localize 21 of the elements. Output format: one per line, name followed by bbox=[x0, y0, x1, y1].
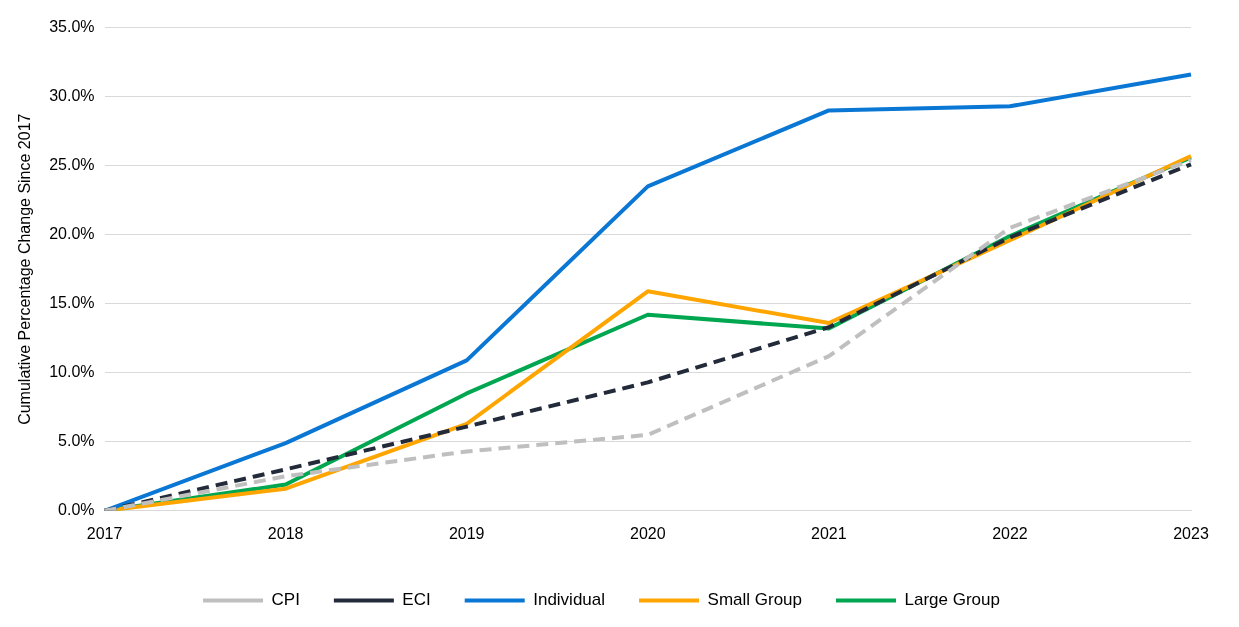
legend-label: Small Group bbox=[707, 590, 803, 610]
legend-label: Individual bbox=[533, 590, 606, 610]
legend-label: ECI bbox=[402, 590, 431, 610]
y-tick-label: 25.0% bbox=[49, 156, 95, 174]
x-tick-label: 2018 bbox=[267, 524, 304, 542]
y-tick-label: 35.0% bbox=[49, 18, 95, 36]
x-tick-label: 2023 bbox=[1173, 524, 1209, 542]
x-tick-label: 2022 bbox=[992, 524, 1028, 542]
x-tick-label: 2021 bbox=[811, 524, 847, 542]
y-tick-label: 10.0% bbox=[49, 363, 95, 381]
y-tick-label: 5.0% bbox=[58, 432, 95, 450]
x-tick-label: 2020 bbox=[629, 524, 666, 542]
y-axis-title: Cumulative Percentage Change Since 2017 bbox=[16, 113, 34, 425]
y-tick-label: 20.0% bbox=[49, 225, 95, 243]
y-tick-label: 15.0% bbox=[49, 294, 95, 312]
legend-label: Large Group bbox=[904, 590, 1000, 610]
legend-label: CPI bbox=[271, 590, 300, 610]
y-tick-label: 30.0% bbox=[49, 87, 95, 105]
x-tick-label: 2019 bbox=[448, 524, 485, 542]
y-tick-label: 0.0% bbox=[58, 501, 95, 519]
x-tick-label: 2017 bbox=[86, 524, 123, 542]
